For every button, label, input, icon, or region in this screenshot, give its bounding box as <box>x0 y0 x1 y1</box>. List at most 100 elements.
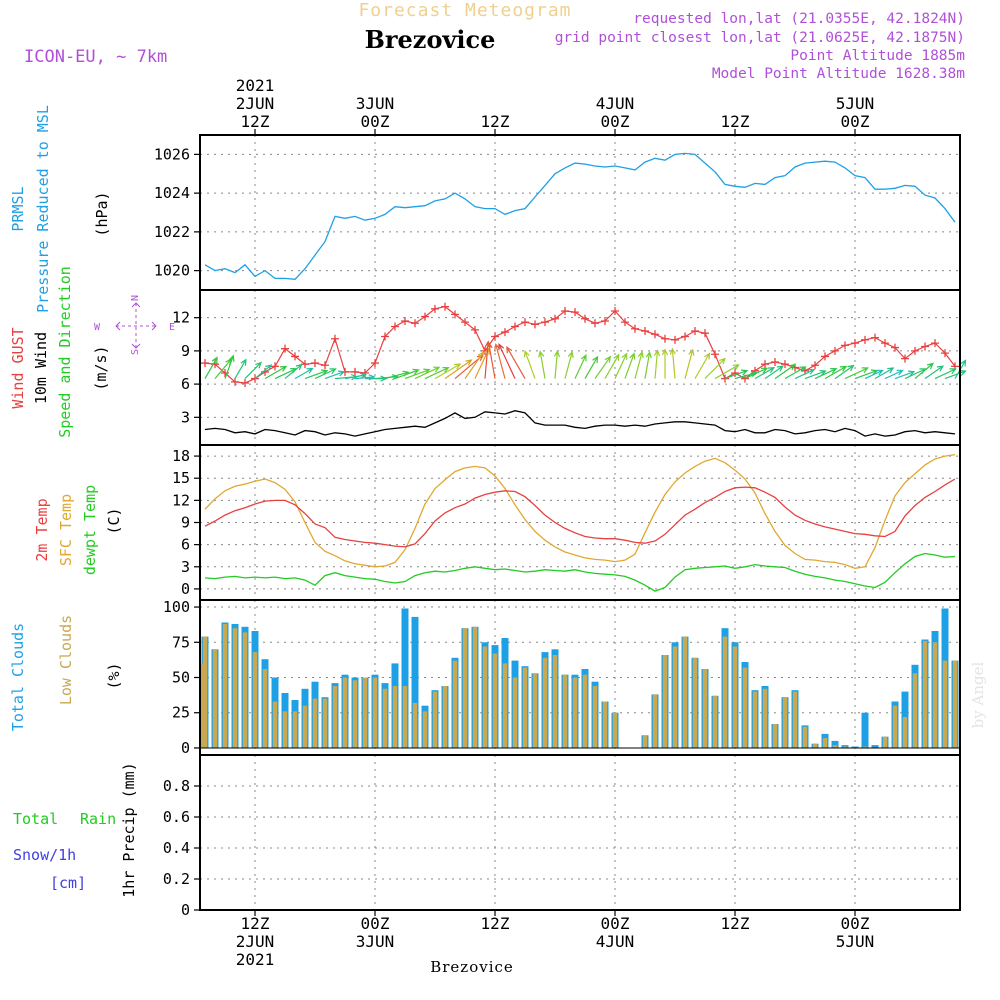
low-cloud-bar <box>342 677 348 748</box>
wind-arrow <box>324 370 346 380</box>
gust-marker <box>711 350 719 359</box>
wind-arrow <box>634 350 644 379</box>
wind-arrow <box>564 350 574 379</box>
gust-marker <box>381 332 389 341</box>
gust-marker <box>471 325 479 334</box>
wind-arrow <box>724 369 749 380</box>
panel-frame <box>199 754 961 911</box>
gust-marker <box>861 335 869 344</box>
y-tick-label: 3 <box>181 408 190 426</box>
watermark: by Angel <box>969 661 987 728</box>
wind-arrow <box>254 364 273 380</box>
sfc-temp-line <box>204 453 956 569</box>
compass-rose: N S W E <box>94 295 175 355</box>
wind-label-dir: Speed and Direction <box>56 266 74 438</box>
gust-marker <box>611 307 619 316</box>
gust-marker <box>581 314 589 323</box>
y-tick-label: 3 <box>181 558 190 576</box>
gust-marker <box>401 317 409 325</box>
legend-snow: Snow/1h <box>13 846 76 864</box>
gust-marker <box>511 322 519 331</box>
gust-marker <box>771 357 779 366</box>
footer-station: Brezovice <box>430 958 514 976</box>
low-cloud-bar <box>352 680 358 748</box>
wind-arrow <box>224 354 235 379</box>
gust-marker <box>521 318 529 327</box>
gust-marker <box>321 361 329 370</box>
gust-marker <box>911 346 919 355</box>
wind-arrow <box>644 351 652 379</box>
chart-marks <box>200 152 967 749</box>
wind-arrow <box>884 369 904 380</box>
gust-marker <box>561 307 569 316</box>
low-cloud-bar <box>232 628 238 748</box>
x-label-bottom: 00Z <box>361 914 390 933</box>
low-cloud-bar <box>442 686 448 748</box>
gust-marker <box>931 339 939 348</box>
x-label-top: 2021 <box>236 76 275 95</box>
gust-marker <box>391 322 399 331</box>
y-tick-label: 0 <box>181 739 190 757</box>
wind-arrow <box>794 369 816 380</box>
wind-arrow <box>304 369 329 380</box>
wind-arrow <box>314 368 337 380</box>
low-cloud-bar <box>282 711 288 748</box>
total-cloud-bar <box>871 745 879 748</box>
wind-arrow <box>374 373 399 381</box>
low-cloud-bar <box>222 624 228 748</box>
wind-arrow <box>874 367 895 380</box>
low-cloud-bar <box>662 655 668 748</box>
wind-arrow <box>486 341 496 379</box>
low-cloud-bar <box>552 655 558 748</box>
low-cloud-bar <box>932 642 938 748</box>
low-cloud-bar <box>942 660 948 748</box>
x-label-top: 12Z <box>481 112 510 131</box>
gust-marker <box>531 320 539 329</box>
gust-marker <box>451 310 459 319</box>
gust-marker <box>811 361 819 370</box>
wind-arrow <box>824 365 848 380</box>
station-title: Brezovice <box>365 25 496 54</box>
y-tick-label: 1024 <box>154 184 190 202</box>
gust-marker <box>601 317 609 325</box>
wind-arrow <box>234 358 247 379</box>
temp-2m-line <box>204 478 956 548</box>
wind-arrow <box>754 367 776 380</box>
wind-arrow <box>944 369 967 380</box>
temp-label-unit: (C) <box>105 507 123 534</box>
low-cloud-bar <box>922 640 928 748</box>
low-cloud-bar <box>332 686 338 748</box>
low-cloud-bar <box>392 686 398 748</box>
low-cloud-bar <box>742 667 748 748</box>
low-cloud-bar <box>302 705 308 748</box>
y-tick-label: 6 <box>181 536 190 554</box>
wind-arrow <box>244 361 262 380</box>
low-cloud-bar <box>532 673 538 748</box>
total-cloud-bar <box>411 616 419 748</box>
panel-frames <box>194 129 961 916</box>
info-line-3: Point Altitude 1885m <box>790 48 965 64</box>
wind-arrow <box>661 348 669 379</box>
low-cloud-bar <box>562 674 568 748</box>
total-cloud-bar <box>831 740 839 748</box>
pressure-line <box>204 152 956 280</box>
gust-marker <box>881 339 889 348</box>
low-cloud-bar <box>612 712 618 748</box>
gust-marker <box>831 346 839 355</box>
low-cloud-bar <box>592 686 598 748</box>
low-cloud-bar <box>200 663 203 748</box>
low-cloud-bar <box>462 628 468 748</box>
gust-marker <box>541 318 549 327</box>
pressure-ylabels: PRMSL Pressure Reduced to MSL (hPa) <box>9 105 111 313</box>
dewpt-line <box>204 552 956 592</box>
pressure-label-msl: Pressure Reduced to MSL <box>34 105 52 313</box>
gust-marker <box>441 302 449 311</box>
compass-n: N <box>130 295 141 301</box>
x-label-bottom: 12Z <box>481 914 510 933</box>
wind-arrow <box>494 343 506 379</box>
legend-rain: Rain <box>80 810 116 828</box>
x-label-top: 12Z <box>241 112 270 131</box>
cloud-label-total: Total Clouds <box>9 623 27 731</box>
wind-arrow <box>834 364 855 380</box>
wind-arrow <box>814 368 838 380</box>
